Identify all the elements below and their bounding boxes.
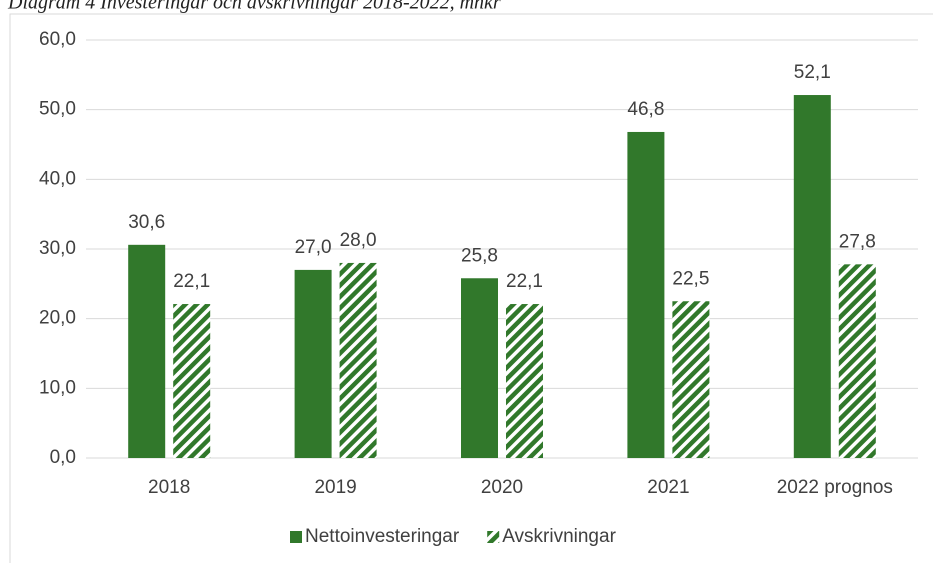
- x-tick-label: 2020: [481, 477, 523, 498]
- data-label: 27,8: [839, 231, 876, 252]
- chart-title: Diagram 4 Investeringar och avskrivninga…: [7, 0, 501, 14]
- legend-label: Nettoinvesteringar: [305, 526, 460, 547]
- x-tick-label: 2022 prognos: [777, 477, 893, 498]
- y-tick-label: 10,0: [39, 377, 76, 398]
- data-label: 22,5: [672, 268, 709, 289]
- y-tick-label: 40,0: [39, 168, 76, 189]
- chart-frame: [9, 13, 933, 563]
- y-tick-label: 50,0: [39, 99, 76, 120]
- data-label: 52,1: [794, 62, 831, 83]
- bar: [461, 278, 498, 458]
- data-label: 28,0: [340, 230, 377, 251]
- bar: [128, 244, 166, 458]
- y-tick-label: 0,0: [50, 447, 76, 468]
- bar: [339, 262, 377, 458]
- legend-label: Avskrivningar: [502, 526, 616, 547]
- y-tick-label: 60,0: [39, 29, 76, 50]
- x-tick-label: 2021: [647, 477, 689, 498]
- data-label: 30,6: [128, 212, 165, 233]
- data-label: 22,1: [506, 271, 543, 292]
- bar: [294, 269, 332, 458]
- bar: [838, 264, 876, 458]
- bar: [793, 95, 831, 458]
- y-tick-label: 30,0: [39, 238, 76, 259]
- legend-swatch: [487, 531, 500, 543]
- x-tick-label: 2018: [148, 477, 190, 498]
- bar: [173, 304, 211, 458]
- bar: [506, 304, 543, 458]
- data-label: 27,0: [295, 237, 332, 258]
- x-tick-label: 2019: [314, 477, 356, 498]
- data-label: 46,8: [627, 99, 664, 120]
- bar: [672, 301, 710, 458]
- data-label: 22,1: [173, 271, 210, 292]
- bar: [627, 131, 665, 458]
- legend-swatch: [290, 531, 302, 543]
- y-tick-label: 20,0: [39, 308, 76, 329]
- data-label: 25,8: [461, 245, 498, 266]
